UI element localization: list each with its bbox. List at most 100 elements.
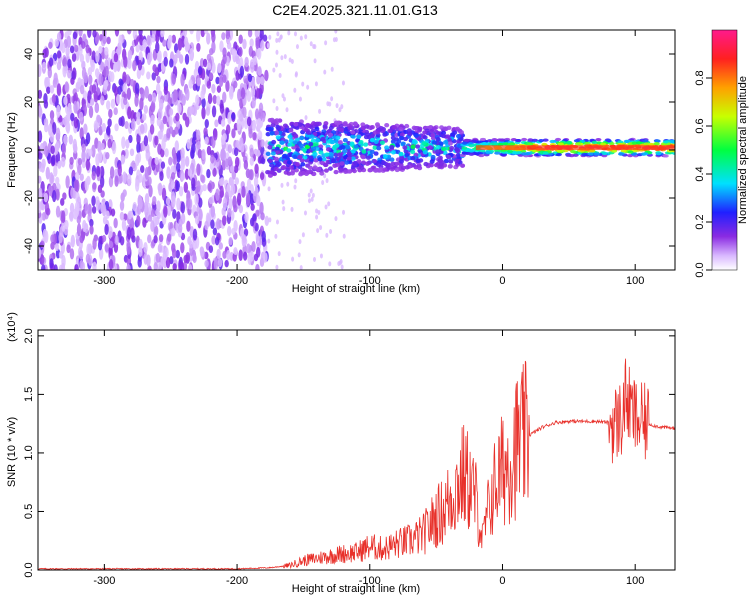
heatmap-cell — [146, 254, 151, 267]
heatmap-cell — [287, 134, 293, 139]
heatmap-cell — [61, 42, 66, 54]
heatmap-cell — [178, 186, 184, 197]
heatmap-cell — [194, 193, 199, 206]
heatmap-cell — [196, 140, 201, 150]
heatmap-cell — [591, 140, 598, 144]
heatmap-cell — [69, 248, 75, 260]
heatmap-cell — [214, 119, 219, 128]
heatmap-cell — [165, 197, 171, 206]
heatmap-cell — [671, 151, 675, 155]
heatmap-cell — [211, 83, 216, 94]
heatmap-cell — [150, 209, 156, 218]
heatmap-cell — [57, 160, 62, 169]
heatmap-cell — [176, 150, 181, 163]
heatmap-cell — [151, 72, 156, 81]
heatmap-cell — [636, 141, 643, 145]
x-tick-label: -100 — [359, 275, 381, 287]
heatmap-cell — [120, 154, 126, 165]
heatmap-cell — [438, 162, 444, 167]
heatmap-cell — [255, 209, 260, 217]
heatmap-cell — [450, 132, 456, 137]
heatmap-cell — [557, 142, 564, 146]
heatmap-cell — [270, 151, 276, 156]
heatmap-cell — [277, 251, 281, 257]
heatmap-cell — [299, 265, 303, 270]
heatmap-cell — [662, 140, 669, 144]
heatmap-cell — [214, 236, 220, 246]
heatmap-cell — [77, 158, 83, 166]
heatmap-cell — [67, 30, 72, 36]
heatmap-cell — [167, 97, 173, 105]
heatmap-cell — [75, 179, 80, 193]
heatmap-cell — [155, 208, 160, 216]
heatmap-cell — [342, 209, 346, 215]
heatmap-cell — [81, 66, 87, 80]
heatmap-cell — [427, 145, 433, 150]
heatmap-cell — [243, 159, 249, 170]
heatmap-cell — [153, 225, 159, 237]
heatmap-cell — [53, 72, 58, 85]
heatmap-cell — [298, 143, 304, 148]
heatmap-cell — [265, 132, 271, 137]
heatmap-cell — [360, 125, 366, 131]
heatmap-cell — [188, 240, 194, 249]
heatmap-cell — [642, 152, 649, 156]
heatmap-cell — [372, 130, 378, 135]
heatmap-cell — [255, 39, 260, 50]
heatmap-cell — [215, 188, 220, 202]
heatmap-cell — [175, 112, 180, 122]
heatmap-cell — [572, 153, 579, 157]
heatmap-cell — [275, 49, 279, 55]
heatmap-cell — [38, 145, 41, 158]
heatmap-cell — [72, 67, 77, 81]
heatmap-cell — [242, 106, 247, 119]
heatmap-cell — [146, 34, 151, 46]
heatmap-cell — [71, 52, 77, 63]
heatmap-cell — [143, 104, 149, 114]
y-tick-label: 0.0 — [23, 562, 35, 577]
heatmap-cell — [468, 152, 475, 156]
heatmap-cell — [292, 154, 298, 159]
heatmap-cell — [44, 145, 49, 158]
heatmap-cell — [448, 159, 454, 164]
heatmap-cell — [137, 257, 142, 268]
heatmap-cell — [54, 243, 60, 251]
heatmap-cell — [227, 156, 233, 166]
heatmap-cell — [202, 58, 208, 68]
heatmap-cell — [215, 76, 220, 85]
heatmap-cell — [242, 251, 248, 261]
heatmap-cell — [137, 59, 143, 71]
heatmap-cell — [334, 130, 340, 135]
heatmap-cell — [369, 149, 375, 154]
snr-y-multiplier: (x10⁴) — [6, 312, 18, 342]
heatmap-cell — [129, 78, 135, 87]
heatmap-cell — [186, 220, 191, 232]
heatmap-cell — [274, 130, 280, 136]
heatmap-cell — [79, 85, 85, 95]
heatmap-cell — [61, 220, 66, 232]
heatmap-cell — [196, 30, 201, 43]
heatmap-cell — [110, 71, 115, 83]
heatmap-cell — [105, 100, 111, 110]
heatmap-cell — [124, 121, 129, 130]
heatmap-cell — [373, 151, 379, 156]
heatmap-cell — [642, 139, 649, 143]
heatmap-cell — [301, 232, 305, 238]
heatmap-cell — [253, 176, 259, 188]
heatmap-cell — [76, 215, 81, 224]
heatmap-cell — [627, 150, 634, 154]
heatmap-cell — [310, 196, 314, 202]
heatmap-cell — [369, 125, 375, 130]
heatmap-cell — [404, 165, 410, 170]
heatmap-cell — [212, 94, 217, 105]
heatmap-cell — [208, 72, 214, 80]
heatmap-cell — [126, 226, 132, 240]
heatmap-cell — [301, 81, 305, 87]
heatmap-cell — [201, 106, 206, 120]
heatmap-cell — [570, 150, 577, 154]
heatmap-cell — [85, 44, 90, 54]
heatmap-cell — [138, 173, 143, 183]
heatmap-cell — [128, 134, 133, 144]
heatmap-cell — [180, 147, 185, 159]
heatmap-cell — [228, 197, 233, 211]
